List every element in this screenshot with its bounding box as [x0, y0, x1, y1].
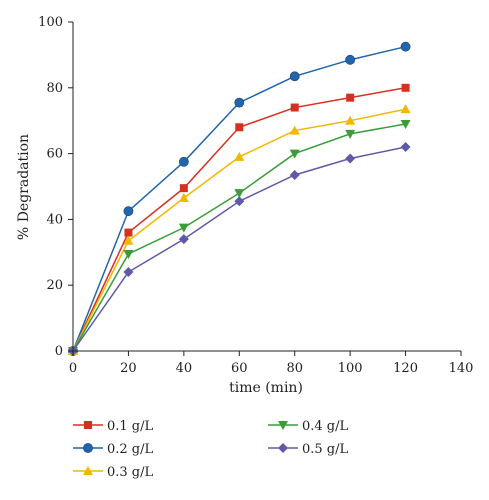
legend-label: 0.4 g/L [302, 419, 349, 434]
data-point [178, 234, 189, 245]
legend-marker [83, 443, 93, 453]
data-point [401, 83, 410, 92]
data-point [123, 235, 134, 245]
legend-marker [84, 421, 92, 429]
data-point [123, 267, 134, 278]
legend-label: 0.5 g/L [302, 442, 349, 457]
data-point [345, 54, 356, 65]
legend-item: 0.5 g/L [268, 442, 349, 457]
data-point [400, 41, 411, 52]
data-point [234, 97, 245, 108]
series-2 [68, 104, 411, 355]
data-point [400, 104, 411, 114]
x-tick-label: 0 [69, 361, 77, 376]
y-tick-label: 80 [46, 81, 63, 96]
data-point [346, 93, 355, 102]
x-tick-label: 80 [286, 361, 303, 376]
x-tick-label: 40 [176, 361, 193, 376]
x-tick-label: 60 [231, 361, 248, 376]
x-tick-label: 100 [338, 361, 363, 376]
data-point [234, 196, 245, 207]
x-tick-label: 20 [120, 361, 137, 376]
legend-marker [278, 421, 288, 430]
data-point [234, 151, 245, 161]
legend-marker [278, 443, 288, 453]
legend-item: 0.1 g/L [73, 419, 154, 434]
data-point [179, 184, 188, 193]
data-point [123, 206, 134, 217]
legend-marker [83, 466, 93, 475]
x-tick-label: 120 [393, 361, 418, 376]
data-point [178, 156, 189, 167]
data-point [345, 129, 356, 139]
data-point [178, 223, 189, 233]
axes: 0 20 40 60 80 100 120 140 0 20 40 60 80 100 [38, 15, 473, 376]
y-tick-label: 60 [46, 147, 63, 162]
series-0 [69, 83, 410, 355]
data-point [124, 228, 133, 237]
legend-item: 0.3 g/L [73, 465, 154, 480]
x-tick-label: 140 [449, 361, 474, 376]
data-point [400, 119, 411, 129]
data-point [289, 125, 300, 135]
y-tick-label: 20 [46, 278, 63, 293]
y-tick-label: 0 [55, 344, 63, 359]
data-point [345, 153, 356, 164]
data-point [400, 142, 411, 153]
data-point [234, 189, 245, 199]
data-point [345, 115, 356, 125]
legend-label: 0.3 g/L [107, 465, 154, 480]
y-tick-label: 40 [46, 212, 63, 227]
data-point [289, 169, 300, 180]
data-point [290, 103, 299, 112]
series-4 [68, 142, 411, 356]
x-axis-title: time (min) [229, 380, 303, 396]
y-axis-title: % Degradation [16, 134, 32, 240]
data-point [289, 71, 300, 82]
series-line [72, 108, 406, 352]
legend-label: 0.1 g/L [107, 419, 154, 434]
plot-area [68, 41, 411, 356]
legend-item: 0.2 g/L [73, 442, 154, 457]
legend-label: 0.2 g/L [107, 442, 154, 457]
y-tick-label: 100 [38, 15, 63, 30]
data-point [289, 149, 300, 159]
data-point [235, 123, 244, 132]
series-line [72, 146, 406, 352]
legend-item: 0.4 g/L [268, 419, 349, 434]
data-point [123, 249, 134, 259]
legend: 0.1 g/L 0.2 g/L 0.3 g/L 0.4 g/L 0.5 g/L [73, 419, 349, 480]
data-point [178, 193, 189, 203]
